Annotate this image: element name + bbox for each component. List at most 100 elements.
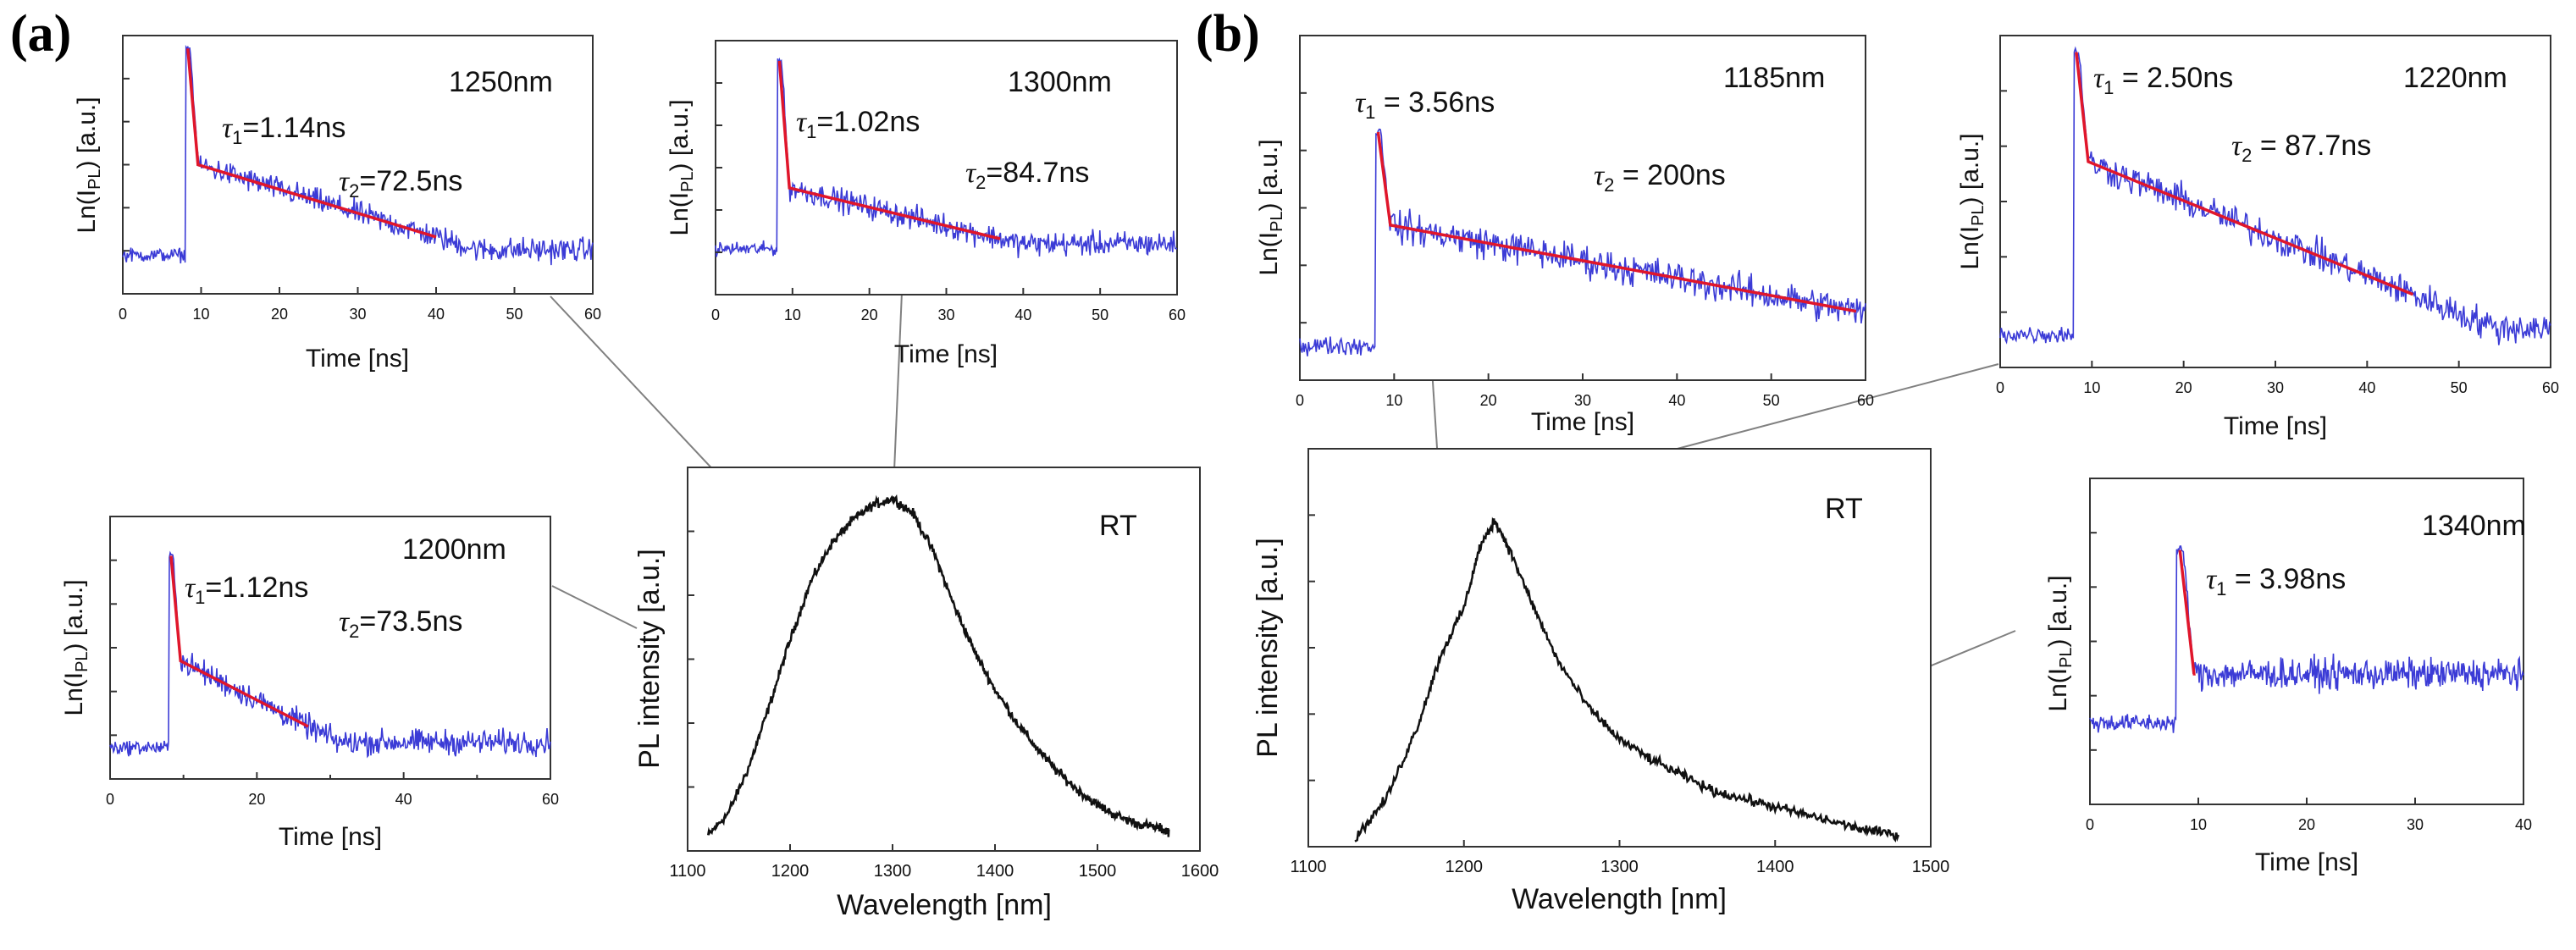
fit-line-1250nm	[186, 48, 437, 239]
x-axis-label: Time [ns]	[2224, 412, 2327, 440]
wavelength-label: 1200nm	[402, 533, 506, 566]
x-tick-label: 60	[1857, 392, 1874, 409]
x-tick-label: 1200	[771, 862, 810, 881]
decay-plot-b-1340: 0 10 20 30 40 Time [ns] Ln(IPL) [a.u.] 1340n…	[2044, 478, 2532, 876]
x-tick-label: 50	[1092, 307, 1108, 323]
condition-label: RT	[1825, 493, 1863, 525]
x-tick-label: 1400	[1756, 858, 1794, 876]
x-ticks: 1100 1200 1300 1400 1500	[1290, 514, 1950, 876]
decay-plot-a-1200: 0 20 40 60 Time [ns] Ln(IPL) [a.u.] 1200nm …	[60, 516, 559, 851]
x-axis-label: Time [ns]	[306, 345, 409, 373]
x-tick-label: 40	[428, 306, 445, 323]
x-tick-label: 0	[119, 306, 127, 323]
tau1-label: τ1 = 3.56ns	[1355, 86, 1495, 123]
y-axis-label: Ln(IPL) [a.u.]	[1956, 133, 1987, 269]
series-line-pl-spectrum	[706, 494, 1170, 837]
fit-line-1200nm	[169, 555, 309, 728]
x-tick-label: 0	[1996, 379, 2004, 396]
x-axis-label: Wavelength [nm]	[1512, 883, 1727, 915]
x-tick-label: 40	[1668, 392, 1685, 409]
x-tick-label: 0	[2086, 816, 2094, 833]
condition-label: RT	[1099, 510, 1137, 542]
tau1-label: τ1 = 2.50ns	[2093, 62, 2233, 98]
x-tick-label: 30	[2407, 816, 2424, 833]
x-tick-label: 30	[2267, 379, 2284, 396]
tau2-label: τ2=72.5ns	[339, 165, 462, 202]
x-ticks: 0 10 20 30 40	[2086, 532, 2532, 833]
x-tick-label: 1400	[976, 862, 1014, 881]
x-tick-label: 10	[784, 307, 801, 323]
decay-plot-a-1300: 0 10 20 30 40 50 60 Time [ns] Ln(IPL) [a.u.] 1…	[666, 40, 1186, 368]
wavelength-label: 1300nm	[1008, 66, 1112, 98]
series-line-decay-1200nm	[109, 550, 551, 759]
x-tick-label: 10	[2083, 379, 2100, 396]
traces	[1299, 128, 1866, 356]
pl-spectrum-a: 1100 1200 1300 1400 1500 1600 Wavelength [nm]…	[633, 467, 1219, 921]
y-axis-label: Ln(IPL) [a.u.]	[1255, 139, 1286, 275]
y-axis-label: PL intensity [a.u.]	[633, 549, 666, 769]
wavelength-label: 1340nm	[2422, 510, 2526, 542]
x-tick-label: 0	[1296, 392, 1304, 409]
panel-label-b: (b)	[1196, 5, 1260, 63]
y-axis-label: Ln(IPL) [a.u.]	[2044, 575, 2076, 711]
x-tick-label: 1300	[874, 862, 912, 881]
x-tick-label: 0	[106, 791, 114, 808]
y-axis-label: PL intensity [a.u.]	[1252, 538, 1284, 758]
traces	[122, 44, 594, 266]
x-ticks: 1100 1200 1300 1400 1500 1600	[669, 530, 1219, 881]
traces	[1354, 516, 1900, 842]
y-axis-label: Ln(IPL) [a.u.]	[60, 579, 91, 715]
traces	[109, 550, 551, 759]
x-tick-label: 60	[1169, 307, 1186, 323]
x-tick-label: 10	[192, 306, 209, 323]
series-line-decay-1340nm	[2089, 545, 2524, 733]
plot-frame	[715, 40, 1178, 295]
x-tick-label: 1300	[1600, 858, 1639, 876]
x-tick-label: 1500	[1912, 858, 1950, 876]
series-line-decay-1220nm	[1999, 46, 2551, 345]
x-tick-label: 30	[937, 307, 954, 323]
x-tick-label: 1200	[1446, 858, 1484, 876]
x-tick-label: 20	[1480, 392, 1497, 409]
x-tick-label: 20	[248, 791, 265, 808]
x-tick-label: 40	[1014, 307, 1031, 323]
x-axis-label: Time [ns]	[894, 340, 998, 368]
decay-plot-a-1250: 0 10 20 30 40 50 60 Time [ns] Ln(IPL) [a.u.] 1…	[73, 35, 601, 373]
x-tick-label: 60	[584, 306, 601, 323]
tau2-label: τ2=73.5ns	[339, 605, 462, 642]
panel-label-a: (a)	[10, 5, 71, 63]
x-tick-label: 40	[2515, 816, 2532, 833]
tau2-label: τ2 = 200ns	[1594, 159, 1726, 196]
x-tick-label: 20	[861, 307, 878, 323]
wavelength-label: 1185nm	[1723, 62, 1825, 94]
tau1-label: τ1=1.02ns	[796, 106, 920, 142]
traces	[715, 57, 1178, 258]
callout-line-1200-a	[551, 585, 638, 629]
x-tick-label: 50	[2451, 379, 2468, 396]
tau1-label: τ1=1.12ns	[185, 572, 308, 608]
series-line-pl-spectrum	[1354, 516, 1900, 842]
x-axis-label: Time [ns]	[2255, 848, 2358, 876]
tau1-label: τ1=1.14ns	[222, 112, 345, 148]
tau2-label: τ2=84.7ns	[965, 157, 1089, 193]
x-tick-label: 30	[349, 306, 366, 323]
x-tick-label: 50	[1763, 392, 1780, 409]
x-ticks: 0 10 20 30 40 50 60	[1296, 91, 1874, 409]
x-tick-label: 10	[2190, 816, 2207, 833]
x-tick-label: 0	[711, 307, 720, 323]
x-ticks: 0 20 40 60	[106, 559, 559, 808]
x-tick-label: 40	[2358, 379, 2375, 396]
decay-plot-b-1185: 0 10 20 30 40 50 60 Time [ns] Ln(IPL) [a.u.] 1…	[1255, 35, 1874, 436]
x-axis-label: Wavelength [nm]	[837, 889, 1052, 921]
fit-line-1220nm	[2075, 52, 2414, 296]
decay-plot-b-1220: 0 10 20 30 40 50 60 Time [ns] Ln(IPL) [a.u.] 1…	[1956, 35, 2559, 440]
plot-frame	[109, 516, 551, 780]
x-tick-label: 10	[1385, 392, 1402, 409]
wavelength-label: 1220nm	[2403, 62, 2507, 94]
x-tick-label: 40	[395, 791, 412, 808]
series-line-decay-1185nm	[1299, 128, 1866, 356]
plot-frame	[2089, 478, 2524, 805]
plot-frame	[1299, 35, 1866, 381]
fit-line-1185nm	[1376, 131, 1857, 313]
